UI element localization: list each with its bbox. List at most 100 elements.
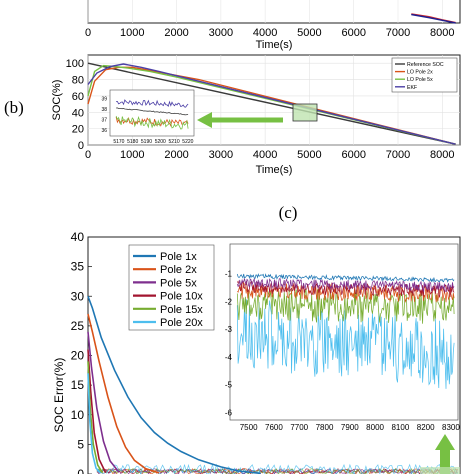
- c-legend-label: Pole 1x: [160, 251, 197, 263]
- c-inset-frame: [229, 243, 459, 421]
- c-inset-series-line: [236, 273, 455, 284]
- c-inset-x-tick-label: 7700: [290, 423, 308, 432]
- c-inset-x-tick-label: 8300: [442, 423, 460, 432]
- b-inset-series-line: [116, 99, 189, 108]
- b-inset-y-tick-label: 37: [101, 117, 107, 123]
- b-inset: 36 37 38 39 5170 5180 5190 5200 5210 5220: [101, 89, 195, 145]
- top-series-line: [411, 13, 456, 24]
- b-legend-label: LO Pole 5x: [407, 77, 433, 83]
- b-legend-label: Reference SOC: [407, 62, 444, 68]
- top-x-tick-label: 1000: [120, 27, 144, 39]
- b-y-tick-label: 0: [78, 140, 84, 152]
- c-legend-label: Pole 15x: [160, 304, 203, 316]
- top-x-axis-label: Time(s): [256, 39, 293, 51]
- b-y-axis-label: SOC(%): [51, 80, 63, 121]
- c-legend-label: Pole 5x: [160, 277, 197, 289]
- b-x-tick-label: 2000: [164, 149, 188, 161]
- b-x-tick-label: 7000: [386, 149, 410, 161]
- b-inset-x-tick-label: 5180: [127, 139, 138, 145]
- b-inset-x-tick-label: 5190: [141, 139, 152, 145]
- c-inset-y-tick-label: -1: [225, 270, 233, 279]
- b-inset-series-line: [115, 116, 189, 127]
- b-x-axis-label: Time(s): [256, 164, 293, 176]
- c-legend-box: [128, 244, 215, 331]
- c-series-line: [87, 296, 261, 474]
- c-zoom-arrow-shaft: [440, 448, 450, 474]
- b-x-tick-label: 8000: [430, 149, 454, 161]
- b-x-tick-label: 6000: [341, 149, 365, 161]
- b-inset-x-tick-label: 5200: [155, 139, 166, 145]
- b-inset-series-line: [115, 115, 189, 130]
- c-inset-series-line: [236, 289, 455, 324]
- b-x-tick-label: 3000: [209, 149, 233, 161]
- b-y-tick-label: 40: [72, 107, 84, 119]
- c-y-tick-label: 20: [71, 349, 85, 363]
- c-y-tick-label: 35: [71, 260, 85, 274]
- c-legend-label: Pole 20x: [160, 317, 203, 329]
- b-series-line: [87, 63, 456, 145]
- panel-b-chart: 0 1000 2000 3000 4000 5000 6000 7000 8000 0 20 40 6…: [51, 54, 461, 176]
- c-inset-y-tick-label: -3: [225, 325, 233, 334]
- top-chart-partial: 0 1000 2000 3000 4000 5000 6000 7000 8000 Time(s…: [85, 0, 461, 51]
- c-y-tick-label: 30: [71, 289, 85, 303]
- top-x-tick-label: 2000: [164, 27, 188, 39]
- panel-c-label: (c): [279, 203, 298, 222]
- c-noise-line: [96, 468, 458, 474]
- top-x-tick-label: 5000: [297, 27, 321, 39]
- b-series-line: [87, 66, 456, 145]
- c-series-line: [87, 349, 107, 474]
- c-series-line: [87, 373, 101, 474]
- c-inset-y-tick-label: -6: [225, 408, 233, 417]
- c-inset-x-tick-label: 8200: [417, 423, 435, 432]
- b-inset-y-tick-label: 36: [101, 128, 107, 134]
- c-y-tick-label: 0: [77, 467, 84, 474]
- c-noise-line: [96, 463, 458, 474]
- c-series-line: [87, 331, 120, 473]
- b-legend-label: LO Pole 2x: [407, 70, 433, 76]
- b-inset-x-tick-label: 5170: [113, 139, 124, 145]
- b-inset-x-tick-label: 5220: [182, 139, 193, 145]
- b-y-tick-label: 80: [72, 75, 84, 87]
- b-legend-label: EKF: [407, 85, 417, 91]
- b-x-tick-label: 5000: [297, 149, 321, 161]
- top-x-tick-label: 3000: [209, 27, 233, 39]
- c-inset-y-tick-label: -4: [225, 353, 233, 362]
- b-series-line: [87, 64, 456, 145]
- c-inset-x-tick-label: 8100: [391, 423, 409, 432]
- c-y-tick-label: 10: [71, 408, 85, 422]
- c-inset-series-line: [236, 299, 455, 389]
- b-zoom-region-marker: [292, 103, 318, 122]
- b-inset-y-tick-label: 39: [101, 96, 107, 102]
- b-inset-y-tick-label: 38: [101, 107, 107, 113]
- c-legend-label: Pole 10x: [160, 291, 203, 303]
- c-inset-series-line: [236, 277, 455, 293]
- b-inset-x-tick-label: 5210: [169, 139, 180, 145]
- b-y-tick-label: 20: [72, 124, 84, 136]
- c-inset-x-tick-label: 7600: [265, 423, 283, 432]
- b-x-tick-label: 4000: [253, 149, 277, 161]
- c-inset-x-tick-label: 8000: [366, 423, 384, 432]
- c-zoom-arrow-head: [435, 434, 455, 450]
- b-series-line: [87, 62, 456, 145]
- b-inset-series-line: [116, 107, 189, 116]
- top-x-tick-label: 4000: [253, 27, 277, 39]
- b-zoom-arrow-head: [197, 112, 212, 128]
- top-x-tick-label: 0: [85, 27, 91, 39]
- top-x-tick-label: 6000: [341, 27, 365, 39]
- c-y-tick-label: 15: [71, 378, 85, 392]
- c-legend-label: Pole 2x: [160, 264, 197, 276]
- c-inset-x-tick-label: 7800: [316, 423, 334, 432]
- b-y-tick-label: 60: [72, 91, 84, 103]
- c-y-tick-label: 25: [71, 319, 85, 333]
- c-series-line: [87, 313, 160, 474]
- c-noise-line: [96, 468, 458, 474]
- top-x-tick-label: 7000: [386, 27, 410, 39]
- top-plot-frame: [87, 0, 461, 24]
- c-zoom-region-marker: [420, 467, 460, 474]
- top-x-tick-label: 8000: [430, 27, 454, 39]
- c-inset: -6 -5 -4 -3 -2 -1 7500 7600 7700 7800 7900 8000 810…: [225, 243, 460, 432]
- c-inset-x-tick-label: 7500: [240, 423, 258, 432]
